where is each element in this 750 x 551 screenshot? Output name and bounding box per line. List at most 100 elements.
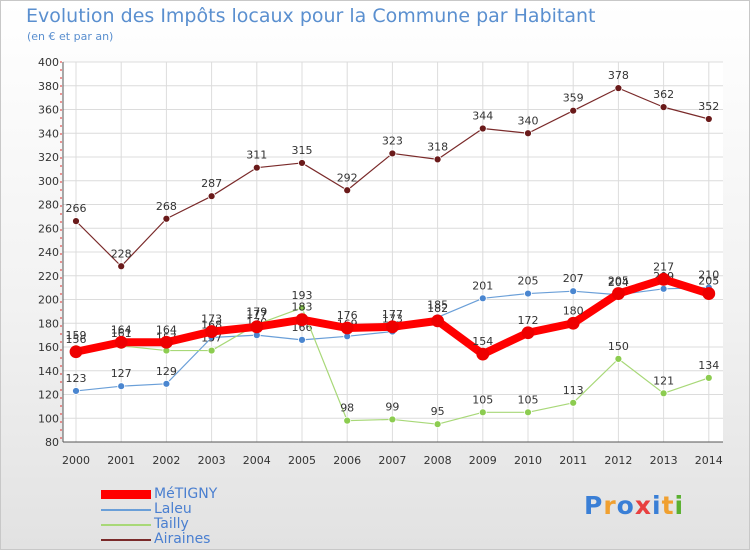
chart-legend: MéTIGNY Laleu Tailly Airaines [101,487,217,547]
data-point-airaines [162,214,171,223]
data-point-laleu [162,379,171,388]
x-tick-label: 2004 [243,454,271,467]
x-tick-label: 2010 [514,454,542,467]
legend-label: Airaines [154,531,211,547]
data-point-airaines [659,103,668,112]
legend-item: MéTIGNY [101,487,217,502]
y-tick-label: 300 [38,175,59,188]
data-point-laleu [478,294,487,303]
data-point-metigny [612,287,625,300]
x-tick-label: 2001 [107,454,135,467]
data-label-metigny: 173 [201,313,222,326]
data-label-laleu: 210 [698,269,719,282]
x-tick-label: 2014 [695,454,723,467]
data-label-tailly: 134 [698,359,719,372]
data-point-metigny [205,325,219,338]
data-point-metigny [340,321,354,335]
data-label-tailly: 121 [653,374,674,387]
data-point-airaines [524,129,532,138]
x-tick-label: 2009 [469,454,497,467]
y-tick-label: 280 [38,199,59,212]
data-label-airaines: 228 [111,247,132,260]
data-point-airaines [252,163,261,172]
data-label-tailly: 105 [518,393,539,406]
data-label-tailly: 193 [292,289,313,302]
data-label-airaines: 318 [427,140,448,153]
y-tick-label: 220 [38,270,59,283]
proxiti-logo: Proxiti [584,491,684,520]
data-point-airaines [569,106,578,115]
legend-item: Airaines [101,532,217,547]
data-point-metigny [385,320,399,334]
data-label-metigny: 177 [382,308,403,321]
data-point-tailly [343,416,352,425]
y-tick-label: 120 [38,389,59,402]
data-label-laleu: 129 [156,365,177,378]
data-label-tailly: 113 [563,384,584,397]
data-point-tailly [704,373,713,382]
data-point-tailly [569,398,578,407]
data-label-metigny: 154 [472,335,493,348]
data-label-tailly: 150 [608,340,629,353]
data-point-airaines [433,155,442,164]
data-label-metigny: 205 [608,275,629,288]
data-point-airaines [298,159,306,167]
y-tick-label: 100 [38,412,59,425]
logo-letter: i [652,491,662,520]
data-label-laleu: 205 [518,275,539,288]
data-label-tailly: 179 [246,305,267,318]
data-label-airaines: 359 [563,92,584,105]
data-point-airaines [117,262,126,271]
data-label-laleu: 204 [608,276,629,289]
legend-swatch [101,508,151,511]
data-point-metigny [159,335,173,349]
y-tick-label: 180 [38,317,59,330]
data-label-laleu: 207 [563,272,584,285]
data-point-metigny [657,272,670,286]
x-tick-label: 2003 [198,454,226,467]
data-point-tailly [433,420,442,429]
data-label-metigny: 183 [292,301,313,314]
data-label-metigny: 182 [427,302,448,315]
data-label-metigny: 180 [563,304,584,317]
legend-swatch [101,523,151,526]
data-point-tailly [614,354,623,363]
data-point-laleu [524,289,532,298]
y-tick-label: 320 [38,151,59,164]
x-tick-label: 2000 [62,454,90,467]
y-tick-label: 160 [38,341,59,354]
y-tick-label: 360 [38,104,59,117]
data-point-metigny [566,316,580,330]
data-label-metigny: 164 [156,323,177,336]
data-point-metigny [431,314,445,328]
data-point-tailly [659,389,668,398]
y-tick-label: 140 [38,365,59,378]
data-label-laleu: 123 [66,372,87,385]
data-label-airaines: 323 [382,134,403,147]
data-point-tailly [524,408,532,417]
data-label-tailly: 95 [431,405,445,418]
x-tick-label: 2011 [559,454,587,467]
y-tick-label: 80 [45,436,59,449]
data-point-laleu [659,284,668,293]
data-label-metigny: 156 [66,333,87,346]
y-tick-label: 340 [38,127,59,140]
data-label-metigny: 177 [246,308,267,321]
data-label-airaines: 352 [698,100,719,113]
y-tick-label: 400 [38,56,59,69]
data-point-airaines [478,124,487,133]
logo-letter: r [603,491,617,520]
data-label-airaines: 311 [246,149,267,162]
data-point-laleu [569,287,578,296]
data-point-tailly [478,408,487,417]
data-label-airaines: 268 [156,200,177,213]
data-label-metigny: 176 [337,309,358,322]
y-tick-label: 260 [38,222,59,235]
legend-swatch [101,538,151,541]
data-point-tailly [298,303,306,312]
legend-label: Laleu [154,501,192,517]
data-label-airaines: 315 [292,144,313,157]
data-label-tailly: 98 [340,402,354,415]
